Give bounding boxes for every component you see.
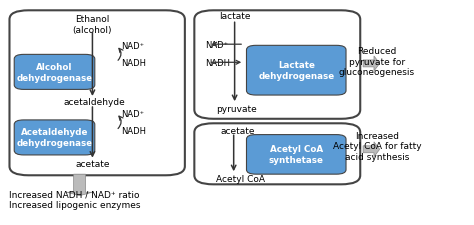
Text: NADH: NADH [121, 58, 146, 68]
Text: pyruvate: pyruvate [216, 105, 256, 114]
Text: Ethanol
(alcohol): Ethanol (alcohol) [73, 15, 112, 34]
Text: acetaldehyde: acetaldehyde [64, 98, 126, 107]
Text: Acetaldehyde
dehydrogenase: Acetaldehyde dehydrogenase [17, 128, 92, 148]
Text: acetate: acetate [75, 160, 109, 169]
FancyBboxPatch shape [246, 135, 346, 174]
Text: Lactate
dehydrogenase: Lactate dehydrogenase [258, 61, 334, 81]
Text: Reduced
pyruvate for
gluconeogenesis: Reduced pyruvate for gluconeogenesis [339, 47, 415, 77]
Polygon shape [67, 174, 92, 196]
Text: NADH: NADH [121, 126, 146, 135]
Text: Increased
Acetyl CoA for fatty
acid synthesis: Increased Acetyl CoA for fatty acid synt… [333, 131, 421, 161]
Text: NAD⁺: NAD⁺ [121, 42, 144, 51]
Text: NAD⁺: NAD⁺ [205, 40, 228, 50]
Polygon shape [363, 57, 380, 72]
Polygon shape [363, 142, 380, 157]
Text: Acetyl CoA: Acetyl CoA [216, 174, 264, 183]
FancyBboxPatch shape [14, 120, 95, 155]
Text: NAD⁺: NAD⁺ [121, 109, 144, 118]
Text: Alcohol
dehydrogenase: Alcohol dehydrogenase [17, 63, 92, 83]
FancyBboxPatch shape [14, 55, 95, 90]
FancyBboxPatch shape [246, 46, 346, 96]
Text: lactate: lactate [219, 12, 250, 21]
Text: Increased NADH / NAD⁺ ratio
Increased lipogenic enzymes: Increased NADH / NAD⁺ ratio Increased li… [9, 189, 141, 209]
Text: NADH: NADH [205, 58, 230, 68]
Text: acetate: acetate [220, 126, 255, 135]
Text: Acetyl CoA
synthetase: Acetyl CoA synthetase [269, 145, 324, 165]
